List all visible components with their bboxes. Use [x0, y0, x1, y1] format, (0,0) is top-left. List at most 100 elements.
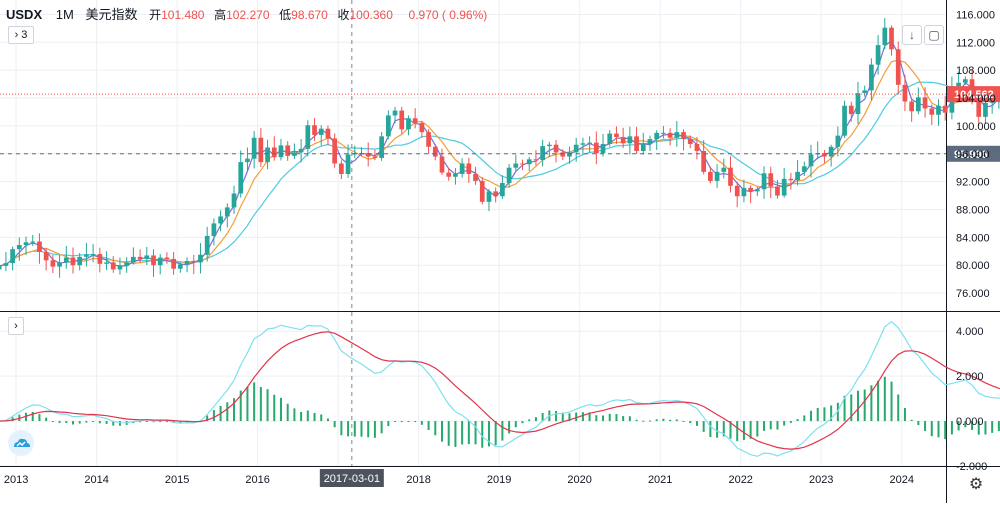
candle-body	[406, 118, 411, 129]
candle-body	[124, 262, 129, 265]
candle-body	[567, 152, 572, 156]
candle-body	[279, 145, 284, 157]
time-tick-label: 2022	[728, 474, 752, 486]
candle-body	[272, 147, 277, 157]
macd-hist-bar	[515, 421, 517, 427]
candle-body	[668, 133, 673, 138]
candle-body	[433, 147, 438, 157]
candle-body	[715, 172, 720, 181]
macd-hist-bar	[475, 421, 477, 444]
macd-hist-bar	[783, 421, 785, 426]
candle-body	[158, 258, 163, 266]
candle-body	[540, 146, 545, 160]
candle-body	[346, 154, 351, 174]
macd-hist-bar	[273, 395, 275, 421]
candle-body	[212, 223, 217, 236]
candle-body	[507, 168, 512, 183]
high-value: 102.270	[226, 8, 269, 22]
macd-hist-bar	[374, 421, 376, 438]
candle-body	[574, 145, 579, 153]
candle-body	[513, 164, 518, 168]
candle-body	[24, 242, 29, 245]
macd-hist-bar	[260, 387, 262, 421]
macd-hist-bar	[535, 417, 537, 421]
candle-body	[332, 138, 337, 163]
macd-hist-bar	[622, 416, 624, 421]
candle-body	[37, 242, 42, 252]
macd-hist-bar	[481, 421, 483, 448]
macd-hist-bar	[85, 421, 87, 422]
candle-body	[17, 245, 22, 249]
candle-body	[480, 181, 485, 202]
change-value: 0.970 ( 0.96%)	[409, 8, 488, 22]
maximize-icon[interactable]: ▢	[924, 25, 944, 45]
low-label: 低	[279, 8, 291, 22]
candle-body	[104, 262, 109, 263]
timeframe[interactable]: 1M	[56, 7, 74, 22]
candle-body	[30, 242, 35, 243]
time-tick-label: 2020	[567, 474, 591, 486]
candle-body	[742, 188, 747, 196]
macd-hist-bar	[394, 421, 396, 422]
macd-hist-bar	[891, 382, 893, 421]
lower-pane-toggle-button[interactable]: ›	[8, 317, 24, 335]
macd-hist-bar	[45, 418, 47, 421]
macd-hist-bar	[924, 421, 926, 431]
macd-hist-bar	[293, 408, 295, 421]
candle-body	[654, 133, 659, 139]
macd-hist-bar	[696, 421, 698, 426]
macd-hist-bar	[307, 411, 309, 422]
candle-body	[882, 28, 887, 45]
macd-hist-bar	[602, 415, 604, 421]
macd-hist-bar	[683, 421, 685, 422]
macd-hist-bar	[877, 381, 879, 421]
macd-hist-bar	[522, 421, 524, 423]
close-label: 收	[337, 8, 349, 22]
macd-hist-bar	[736, 421, 738, 441]
candle-body	[869, 65, 874, 91]
candle-body	[487, 191, 492, 201]
candle-body	[614, 134, 619, 137]
price-tick-label: 84.000	[956, 232, 990, 244]
macd-hist-bar	[636, 420, 638, 421]
candle-body	[373, 157, 378, 158]
indicator-toggle-button[interactable]: › 3	[8, 26, 34, 44]
candle-body	[339, 164, 344, 174]
candle-body	[118, 266, 123, 269]
candle-body	[601, 144, 606, 153]
macd-hist-bar	[226, 402, 228, 421]
macd-hist-bar	[884, 377, 886, 421]
candle-body	[326, 129, 331, 139]
macd-tick-label: -2.000	[956, 461, 987, 473]
macd-hist-bar	[106, 421, 108, 424]
macd-hist-bar	[407, 421, 409, 422]
low-value: 98.670	[291, 8, 328, 22]
arrow-down-icon[interactable]: ↓	[902, 25, 922, 45]
candle-body	[607, 134, 612, 144]
candle-body	[440, 157, 445, 173]
settings-gear-icon[interactable]: ⚙	[966, 474, 986, 494]
candle-body	[554, 145, 559, 153]
macd-hist-bar	[676, 419, 678, 421]
macd-tick-label: 4.000	[956, 326, 984, 338]
candle-body	[131, 257, 136, 263]
macd-hist-bar	[911, 420, 913, 421]
time-tick-label: 2024	[889, 474, 913, 486]
macd-hist-bar	[314, 413, 316, 421]
candle-body	[64, 258, 69, 263]
macd-hist-bar	[857, 391, 859, 421]
candle-body	[735, 186, 740, 196]
time-tick-label: 2019	[487, 474, 511, 486]
cloud-logo-icon[interactable]	[8, 430, 34, 456]
macd-hist-bar	[495, 421, 497, 445]
candle-body	[795, 172, 800, 180]
symbol-name[interactable]: USDX	[6, 7, 42, 22]
macd-hist-bar	[709, 421, 711, 437]
candle-body	[688, 139, 693, 144]
candle-body	[634, 136, 639, 151]
macd-hist-bar	[280, 398, 282, 421]
candle-body	[728, 168, 733, 186]
candle-body	[218, 216, 223, 223]
